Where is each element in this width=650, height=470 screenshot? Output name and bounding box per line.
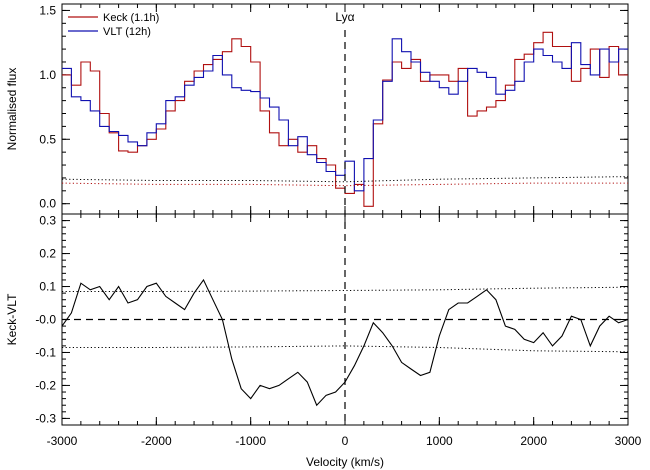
y-tick-label: -0.0 <box>35 313 56 327</box>
x-tick-label: -2000 <box>141 434 172 448</box>
y-tick-label: 0.3 <box>39 214 56 228</box>
y-tick-label: 0.0 <box>39 197 56 211</box>
y-tick-label: 0.2 <box>39 247 56 261</box>
x-tick-label: 2000 <box>520 434 547 448</box>
y-tick-label: 1.5 <box>39 3 56 17</box>
y-axis-title: Normalised flux <box>5 68 19 151</box>
error-curve-dotted <box>61 182 628 187</box>
series-keck-1-1h <box>62 31 628 207</box>
y-tick-label: -0.1 <box>35 345 56 359</box>
error-curve-dotted <box>62 286 629 292</box>
top-panel: 0.0 0.5 1.0 1.5 Normalised flux Keck (1.1h) VL… <box>5 3 629 215</box>
y-axis-title: Keck-VLT <box>5 293 19 345</box>
lya-label: Lyα <box>335 10 354 24</box>
x-tick-label: -1000 <box>235 434 266 448</box>
y-tick-label: -0.2 <box>35 378 56 392</box>
legend-label-vlt: VLT (12h) <box>103 26 151 38</box>
x-tick-label: 1000 <box>426 434 453 448</box>
x-tick-label: 0 <box>342 434 349 448</box>
error-curve-dotted <box>61 176 629 183</box>
shared-annotations: Velocity (km/s) Lyα <box>306 10 384 469</box>
x-tick-label: -3000 <box>47 434 78 448</box>
y-tick-label: 0.5 <box>39 132 56 146</box>
legend-label-keck: Keck (1.1h) <box>103 12 159 24</box>
y-tick-label: 1.0 <box>39 68 56 82</box>
x-tick-label: 3000 <box>615 434 642 448</box>
x-axis-title: Velocity (km/s) <box>306 455 384 469</box>
y-tick-label: 0.1 <box>39 280 56 294</box>
bottom-panel: -0.3 -0.2 -0.1 -0.0 0.1 0.2 0.3 -3000 -2000 -1000… <box>5 213 642 448</box>
legend: Keck (1.1h) VLT (12h) <box>68 12 159 38</box>
y-tick-label: -0.3 <box>35 411 56 425</box>
error-curve-dotted <box>62 345 629 353</box>
